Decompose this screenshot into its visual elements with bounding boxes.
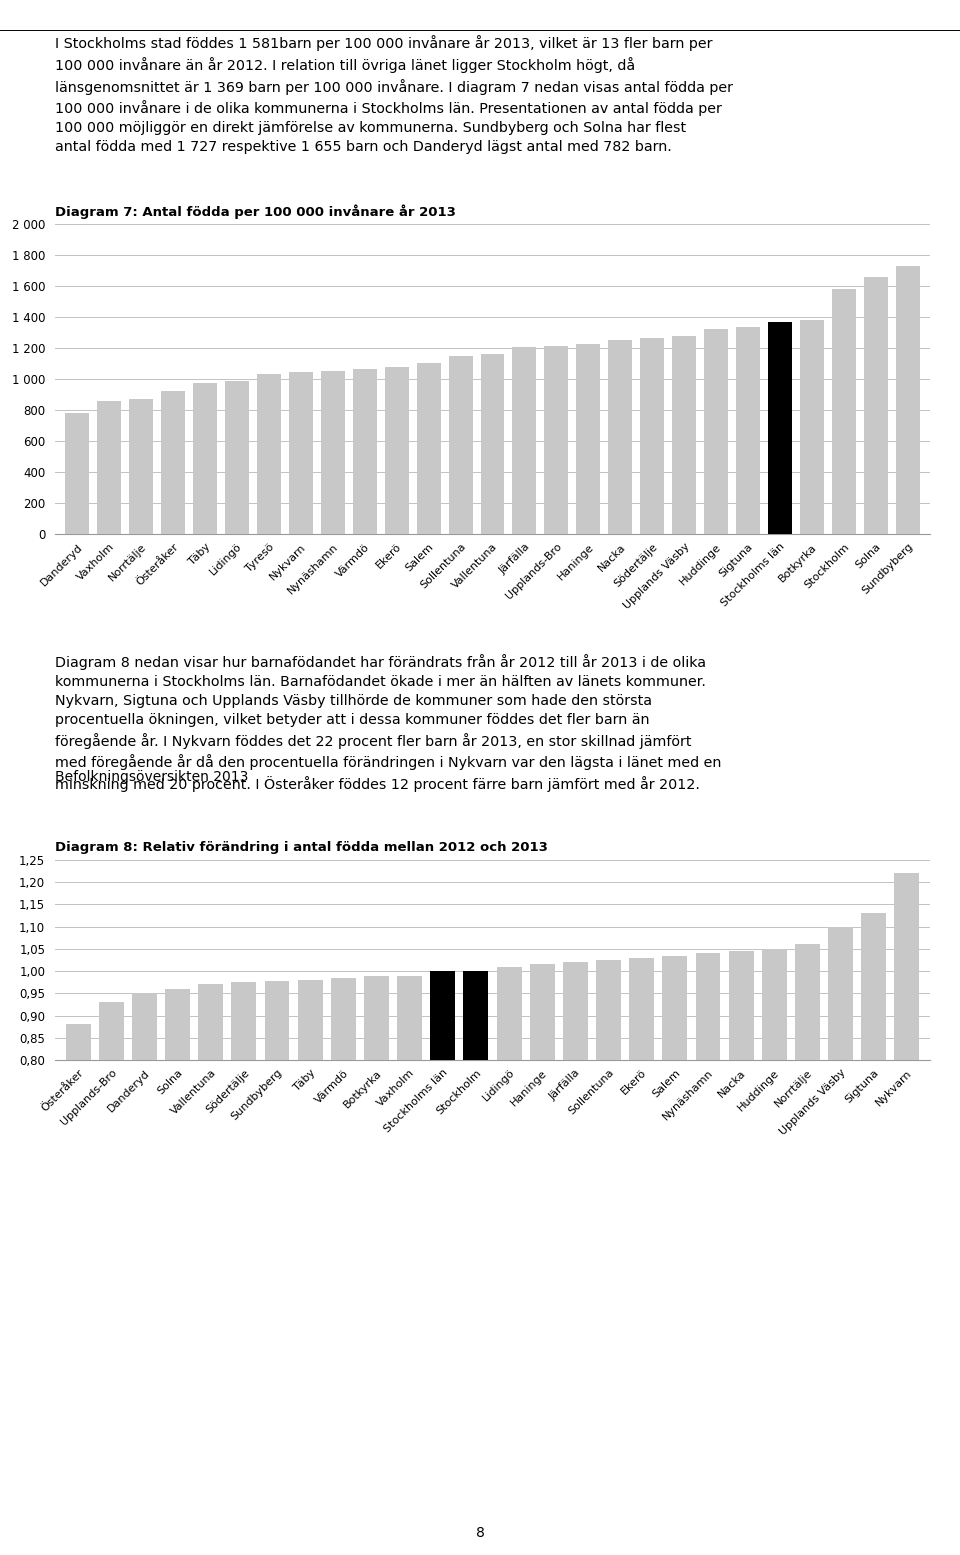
Bar (895, 874, 920, 1415)
Bar (132, 994, 156, 1415)
Bar (530, 964, 555, 1415)
Bar (640, 337, 664, 533)
Text: 8: 8 (475, 1525, 485, 1539)
Bar (861, 913, 886, 1415)
Bar (768, 322, 792, 533)
Bar (896, 266, 920, 533)
Bar (481, 355, 504, 533)
Bar (99, 1003, 124, 1415)
Bar (417, 364, 441, 533)
Bar (265, 981, 290, 1415)
Bar (513, 347, 537, 533)
Bar (165, 989, 190, 1415)
Bar (828, 927, 852, 1415)
Bar (97, 401, 121, 533)
Text: Befolkningsöversikten 2013: Befolkningsöversikten 2013 (55, 770, 249, 785)
Bar (596, 959, 621, 1415)
Text: Diagram 7: Antal födda per 100 000 invånare år 2013: Diagram 7: Antal födda per 100 000 invån… (55, 205, 456, 219)
Bar (331, 978, 356, 1415)
Bar (831, 289, 855, 533)
Bar (496, 967, 521, 1415)
Bar (321, 372, 345, 533)
Bar (298, 980, 323, 1415)
Bar (800, 320, 824, 533)
Bar (662, 956, 687, 1415)
Bar (430, 972, 455, 1415)
Bar (364, 977, 389, 1415)
Bar (193, 383, 217, 533)
Text: Diagram 8 nedan visar hur barnafödandet har förändrats från år 2012 till år 2013: Diagram 8 nedan visar hur barnafödandet … (55, 655, 721, 791)
Bar (385, 367, 409, 533)
Bar (672, 336, 696, 533)
Bar (199, 984, 224, 1415)
Bar (225, 381, 249, 533)
Bar (161, 390, 185, 533)
Bar (864, 277, 888, 533)
Bar (563, 963, 588, 1415)
Text: I Stockholms stad föddes 1 581barn per 100 000 invånare år 2013, vilket är 13 fl: I Stockholms stad föddes 1 581barn per 1… (55, 36, 733, 154)
Bar (289, 372, 313, 533)
Bar (130, 400, 154, 533)
Bar (397, 975, 422, 1415)
Bar (464, 972, 489, 1415)
Bar (762, 949, 786, 1415)
Bar (704, 328, 728, 533)
Bar (544, 345, 568, 533)
Bar (609, 341, 633, 533)
Bar (576, 344, 600, 533)
Bar (66, 1025, 90, 1415)
Bar (352, 369, 376, 533)
Bar (257, 373, 281, 533)
Bar (448, 356, 472, 533)
Bar (65, 412, 89, 533)
Bar (736, 327, 760, 533)
Bar (795, 944, 820, 1415)
Bar (231, 983, 256, 1415)
Bar (729, 952, 754, 1415)
Bar (695, 953, 720, 1415)
Text: Diagram 8: Relativ förändring i antal födda mellan 2012 och 2013: Diagram 8: Relativ förändring i antal fö… (55, 841, 548, 855)
Bar (629, 958, 654, 1415)
